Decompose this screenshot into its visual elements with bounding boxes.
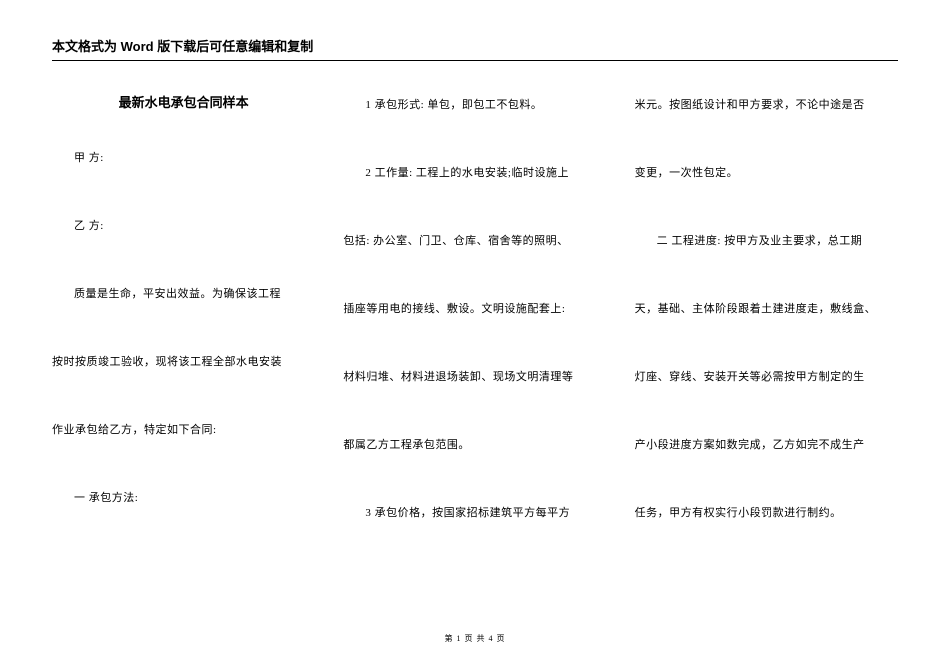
col3-line: 产小段进度方案如数完成，乙方如完不成生产 bbox=[635, 434, 898, 456]
col2-line: 插座等用电的接线、敷设。文明设施配套上: bbox=[343, 298, 606, 320]
page-footer: 第 1 页 共 4 页 bbox=[0, 633, 950, 644]
col1-line: 一 承包方法: bbox=[52, 487, 315, 509]
col1-line: 作业承包给乙方，特定如下合同: bbox=[52, 419, 315, 441]
column-2: 1 承包形式: 单包，即包工不包料。 2 工作量: 工程上的水电安装;临时设施上… bbox=[343, 80, 606, 612]
col3-line: 米元。按图纸设计和甲方要求，不论中途是否 bbox=[635, 94, 898, 116]
col1-line: 按时按质竣工验收，现将该工程全部水电安装 bbox=[52, 351, 315, 373]
col2-line: 包括: 办公室、门卫、仓库、宿舍等的照明、 bbox=[343, 230, 606, 252]
column-1: 最新水电承包合同样本 甲 方: 乙 方: 质量是生命，平安出效益。为确保该工程 … bbox=[52, 80, 315, 612]
header-text: 本文格式为 Word 版下载后可任意编辑和复制 bbox=[52, 39, 313, 54]
col2-line: 材料归堆、材料进退场装卸、现场文明清理等 bbox=[343, 366, 606, 388]
col3-line: 变更，一次性包定。 bbox=[635, 162, 898, 184]
col3-line: 二 工程进度: 按甲方及业主要求，总工期 bbox=[635, 230, 898, 252]
col1-line: 乙 方: bbox=[52, 215, 315, 237]
col3-line: 任务，甲方有权实行小段罚款进行制约。 bbox=[635, 502, 898, 524]
col2-line: 1 承包形式: 单包，即包工不包料。 bbox=[343, 94, 606, 116]
document-header: 本文格式为 Word 版下载后可任意编辑和复制 bbox=[52, 36, 898, 61]
col1-line: 甲 方: bbox=[52, 147, 315, 169]
content-area: 最新水电承包合同样本 甲 方: 乙 方: 质量是生命，平安出效益。为确保该工程 … bbox=[52, 80, 898, 612]
col3-line: 天，基础、主体阶段跟着土建进度走，敷线盒、 bbox=[635, 298, 898, 320]
col2-line: 2 工作量: 工程上的水电安装;临时设施上 bbox=[343, 162, 606, 184]
col2-line: 都属乙方工程承包范围。 bbox=[343, 434, 606, 456]
column-3: 米元。按图纸设计和甲方要求，不论中途是否 变更，一次性包定。 二 工程进度: 按… bbox=[635, 80, 898, 612]
col3-line: 灯座、穿线、安装开关等必需按甲方制定的生 bbox=[635, 366, 898, 388]
col1-line: 质量是生命，平安出效益。为确保该工程 bbox=[52, 283, 315, 305]
document-title: 最新水电承包合同样本 bbox=[52, 92, 315, 111]
col2-line: 3 承包价格，按国家招标建筑平方每平方 bbox=[343, 502, 606, 524]
